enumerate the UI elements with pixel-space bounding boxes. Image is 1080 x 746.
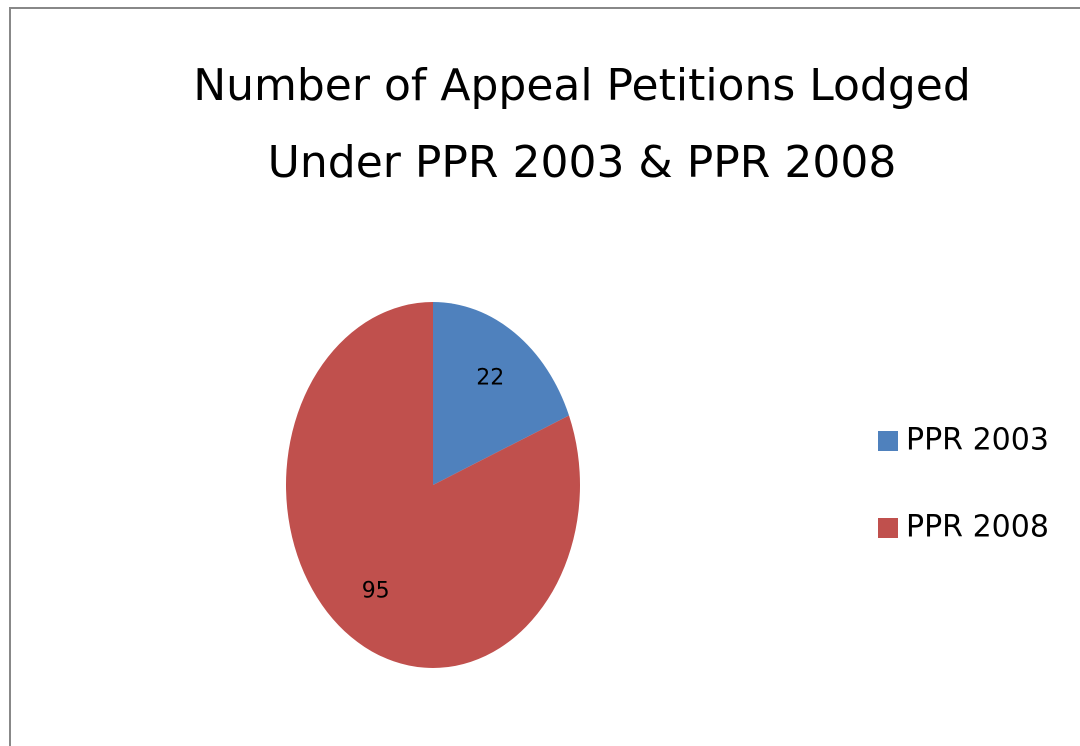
chart-title: Number of Appeal Petitions Lodged xyxy=(193,60,971,111)
pie-slice xyxy=(433,302,569,485)
legend-swatch xyxy=(878,431,898,451)
pie-slice xyxy=(286,302,581,668)
legend-label: PPR 2008 xyxy=(906,510,1049,545)
legend-swatch xyxy=(878,518,898,538)
legend-label: PPR 2003 xyxy=(906,423,1049,458)
data-label: 95 xyxy=(362,578,390,603)
data-label: 22 xyxy=(476,366,504,391)
chart-title: Under PPR 2003 & PPR 2008 xyxy=(268,137,897,188)
